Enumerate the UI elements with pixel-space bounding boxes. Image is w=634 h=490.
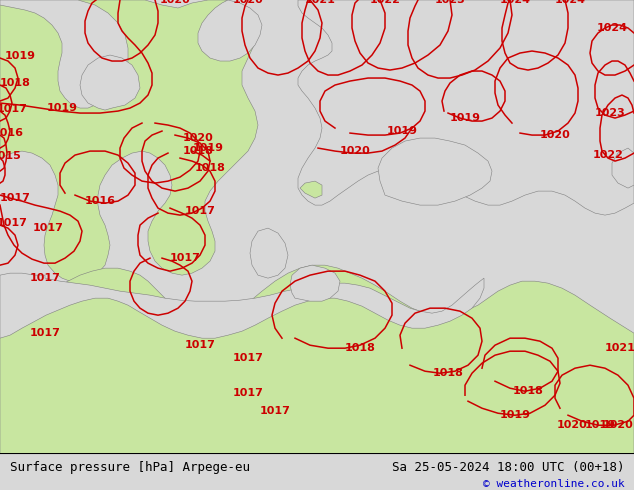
Polygon shape bbox=[0, 0, 128, 108]
Text: 1022: 1022 bbox=[370, 0, 401, 5]
Text: 1017: 1017 bbox=[259, 406, 290, 416]
Text: 1015: 1015 bbox=[0, 151, 22, 161]
Text: 1024: 1024 bbox=[500, 0, 531, 5]
Text: 1017: 1017 bbox=[30, 273, 60, 283]
Text: 1019: 1019 bbox=[387, 126, 418, 136]
Polygon shape bbox=[0, 0, 258, 281]
Text: 1020: 1020 bbox=[160, 0, 190, 5]
Text: 1018: 1018 bbox=[0, 78, 30, 88]
Polygon shape bbox=[0, 273, 484, 338]
Text: 1017: 1017 bbox=[169, 253, 200, 263]
Text: 1016: 1016 bbox=[0, 128, 23, 138]
Polygon shape bbox=[378, 138, 492, 205]
Text: 1023: 1023 bbox=[435, 0, 465, 5]
Text: 1020: 1020 bbox=[540, 130, 571, 140]
Text: 1024: 1024 bbox=[597, 23, 628, 33]
Polygon shape bbox=[612, 148, 634, 188]
Text: 1021: 1021 bbox=[605, 343, 634, 353]
Text: 1016: 1016 bbox=[84, 196, 115, 206]
Text: 1022: 1022 bbox=[593, 150, 623, 160]
Polygon shape bbox=[290, 265, 340, 301]
Text: 1019: 1019 bbox=[193, 143, 224, 153]
Text: 1018: 1018 bbox=[432, 368, 463, 378]
Text: 1024: 1024 bbox=[555, 0, 586, 5]
Polygon shape bbox=[198, 0, 262, 61]
Text: 1018: 1018 bbox=[195, 163, 226, 173]
Text: Surface pressure [hPa] Arpege-eu: Surface pressure [hPa] Arpege-eu bbox=[10, 461, 250, 474]
Text: 1020: 1020 bbox=[183, 133, 214, 143]
Text: 1020: 1020 bbox=[557, 420, 587, 430]
Polygon shape bbox=[0, 265, 634, 453]
Text: 1020: 1020 bbox=[340, 146, 370, 156]
Text: 1019: 1019 bbox=[46, 103, 77, 113]
Text: 1021: 1021 bbox=[304, 0, 335, 5]
Text: 1018: 1018 bbox=[344, 343, 375, 353]
Text: 1017: 1017 bbox=[233, 388, 264, 398]
Text: 1019: 1019 bbox=[4, 51, 36, 61]
Text: 1017: 1017 bbox=[233, 353, 264, 363]
Text: 1018: 1018 bbox=[183, 146, 214, 156]
Polygon shape bbox=[80, 55, 140, 110]
Text: © weatheronline.co.uk: © weatheronline.co.uk bbox=[482, 480, 624, 490]
Text: 1017: 1017 bbox=[0, 193, 30, 203]
Text: 1019: 1019 bbox=[450, 113, 481, 123]
Polygon shape bbox=[300, 181, 322, 198]
Text: 1019: 1019 bbox=[500, 410, 531, 420]
Polygon shape bbox=[298, 0, 634, 215]
Text: 1020: 1020 bbox=[233, 0, 263, 5]
Text: 1017: 1017 bbox=[32, 223, 63, 233]
Text: Sa 25-05-2024 18:00 UTC (00+18): Sa 25-05-2024 18:00 UTC (00+18) bbox=[392, 461, 624, 474]
Text: 1018: 1018 bbox=[512, 386, 543, 396]
Text: 1020: 1020 bbox=[603, 420, 633, 430]
Text: 1019: 1019 bbox=[585, 420, 616, 430]
Text: 1017: 1017 bbox=[0, 104, 27, 114]
Text: 1023: 1023 bbox=[595, 108, 625, 118]
Text: 1017: 1017 bbox=[30, 328, 60, 338]
Text: 1017: 1017 bbox=[184, 340, 216, 350]
Text: 1017: 1017 bbox=[0, 218, 27, 228]
Text: 1017: 1017 bbox=[184, 206, 216, 216]
Polygon shape bbox=[250, 228, 288, 278]
